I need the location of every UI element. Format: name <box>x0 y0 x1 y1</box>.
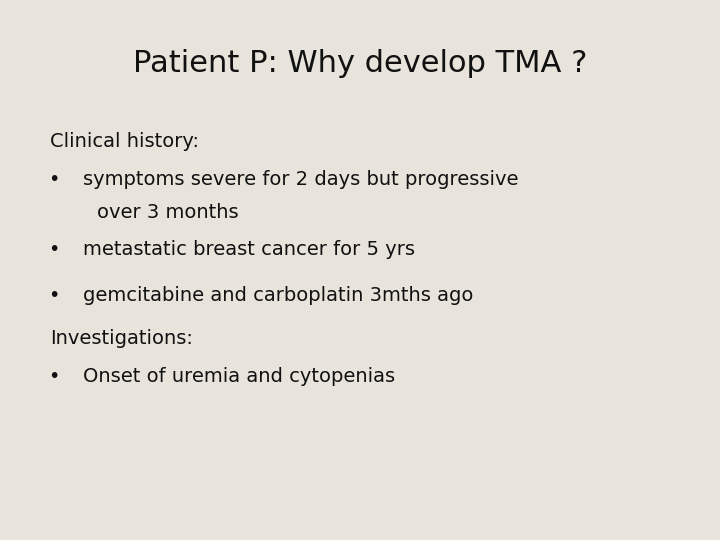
Text: •: • <box>48 286 60 305</box>
Text: •: • <box>48 367 60 386</box>
Text: •: • <box>48 240 60 259</box>
Text: •: • <box>48 170 60 189</box>
Text: metastatic breast cancer for 5 yrs: metastatic breast cancer for 5 yrs <box>83 240 415 259</box>
Text: Onset of uremia and cytopenias: Onset of uremia and cytopenias <box>83 367 395 386</box>
Text: Patient P: Why develop TMA ?: Patient P: Why develop TMA ? <box>132 49 588 78</box>
Text: Investigations:: Investigations: <box>50 329 193 348</box>
Text: symptoms severe for 2 days but progressive: symptoms severe for 2 days but progressi… <box>83 170 518 189</box>
Text: over 3 months: over 3 months <box>97 202 239 221</box>
Text: gemcitabine and carboplatin 3mths ago: gemcitabine and carboplatin 3mths ago <box>83 286 473 305</box>
Text: Clinical history:: Clinical history: <box>50 132 199 151</box>
